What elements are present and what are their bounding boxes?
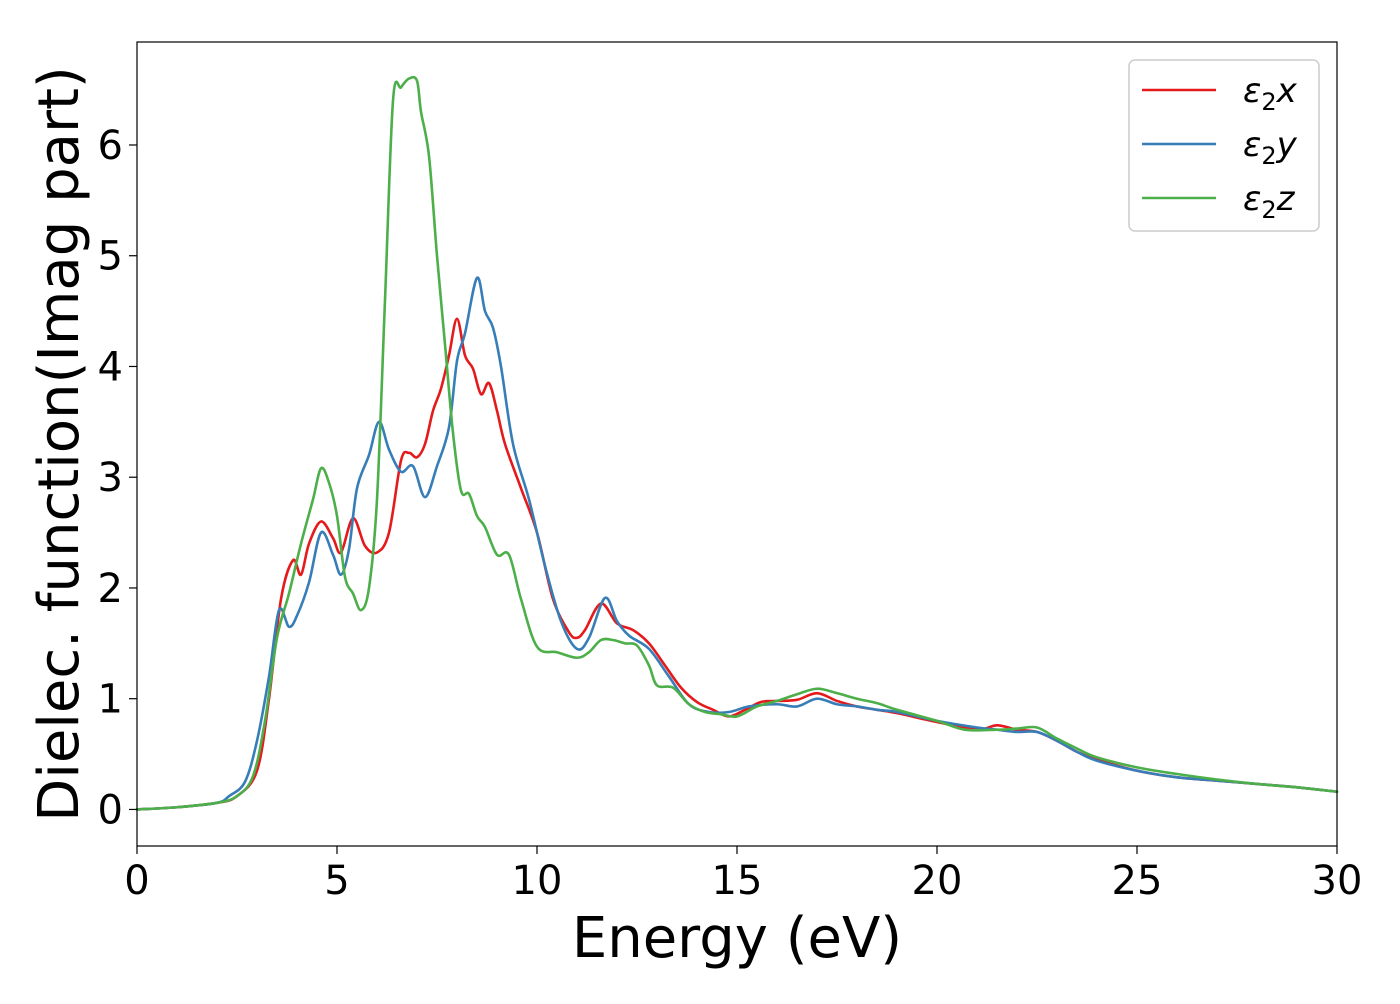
legend-label-x: ε2x xyxy=(1243,71,1298,116)
x-tick-label: 20 xyxy=(912,858,963,904)
series-line-x xyxy=(135,317,1339,811)
x-axis: 0 5 10 15 20 25 30 xyxy=(124,846,1362,904)
y-tick-label: 2 xyxy=(98,566,123,612)
x-tick-label: 10 xyxy=(512,858,563,904)
series-line-z xyxy=(135,75,1339,811)
x-tick-label: 25 xyxy=(1112,858,1163,904)
x-tick-label: 30 xyxy=(1312,858,1363,904)
x-tick-label: 15 xyxy=(712,858,763,904)
y-axis-title: Dielec. function(Imag part) xyxy=(27,66,92,822)
legend-frame xyxy=(1128,59,1320,232)
x-tick-label: 0 xyxy=(124,858,149,904)
x-tick-label: 5 xyxy=(324,858,349,904)
y-tick-label: 3 xyxy=(98,455,123,501)
y-tick-label: 5 xyxy=(98,234,123,280)
y-axis: 0 1 2 3 4 5 6 xyxy=(98,123,137,833)
legend: ε2x ε2y ε2z xyxy=(1128,59,1320,232)
legend-label-y: ε2y xyxy=(1243,125,1298,170)
y-tick-label: 1 xyxy=(98,677,123,723)
series-layer xyxy=(135,75,1339,811)
y-tick-label: 6 xyxy=(98,123,123,169)
legend-label-z: ε2z xyxy=(1243,179,1296,224)
x-axis-title: Energy (eV) xyxy=(572,906,902,971)
y-tick-label: 0 xyxy=(98,787,123,833)
y-tick-label: 4 xyxy=(98,344,123,390)
